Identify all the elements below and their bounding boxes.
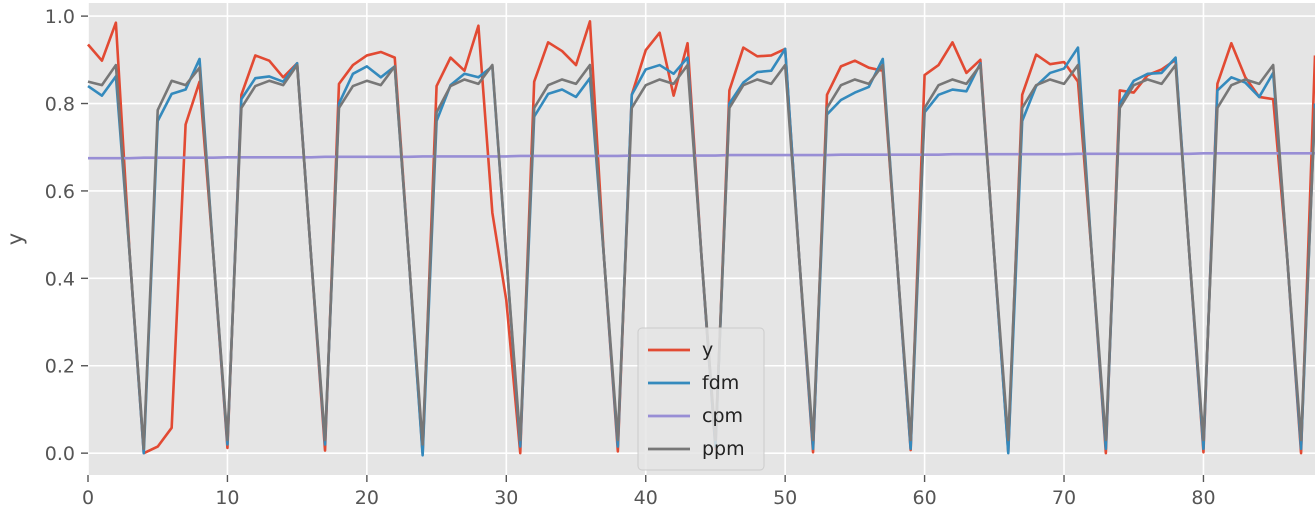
x-tick-label: 20 [355,487,379,509]
y-axis-label: y [3,233,27,245]
legend-box [637,327,765,471]
y-tick-label: 1.0 [45,6,75,28]
y-tick-label: 0.8 [45,94,75,116]
x-tick-label: 30 [494,487,518,509]
series-line-cpm [88,152,1315,160]
legend: y fdm cpm ppm [637,327,765,471]
x-tick-label: 0 [82,487,94,509]
y-tick-label: 0.6 [45,181,75,203]
legend-label-y: y [702,339,713,361]
y-tick-label: 0.2 [45,356,75,378]
x-tick-label: 50 [773,487,797,509]
x-tick-label: 60 [912,487,936,509]
y-tick-label: 0.0 [45,443,75,465]
x-axis-ticks: 0 10 20 30 40 50 60 70 80 [82,475,1216,509]
y-axis-ticks: 0.0 0.2 0.4 0.6 0.8 1.0 [45,6,88,465]
legend-label-cpm: cpm [702,405,743,427]
series-line-ppm [87,63,1315,451]
legend-label-ppm: ppm [702,438,745,460]
x-tick-label: 10 [215,487,239,509]
x-tick-label: 70 [1052,487,1076,509]
x-tick-label: 40 [634,487,658,509]
x-tick-label: 80 [1191,487,1215,509]
y-tick-label: 0.4 [45,268,75,290]
legend-label-fdm: fdm [702,372,739,394]
series-lines [87,20,1315,457]
legend-items: y fdm cpm ppm [648,339,745,460]
